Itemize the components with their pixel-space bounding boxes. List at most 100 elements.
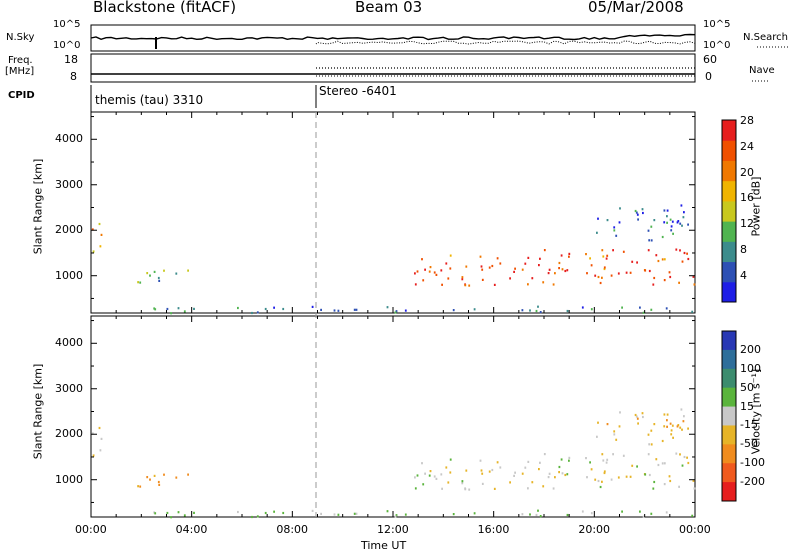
power-color-swatch	[722, 200, 736, 222]
power-pixel	[421, 258, 423, 261]
power-pixel	[564, 269, 567, 273]
velocity-pixel	[543, 453, 546, 456]
velocity-pixel	[465, 469, 468, 472]
power-pixel	[394, 311, 397, 314]
power-scale-tick: 4	[740, 269, 747, 283]
power-pixel	[566, 309, 569, 313]
velocity-pixel	[585, 457, 587, 460]
velocity-color-swatch	[722, 425, 736, 445]
power-pixel	[678, 281, 680, 284]
power-pixel	[644, 269, 647, 272]
velocity-pixel	[491, 468, 494, 472]
power-pixel	[647, 249, 650, 252]
velocity-pixel	[92, 454, 95, 457]
power-color-swatch	[722, 261, 736, 283]
power-pixel	[447, 277, 450, 280]
velocity-panel	[90, 315, 696, 518]
power-pixel	[416, 270, 419, 273]
velocity-scale-tick: 15	[740, 399, 754, 413]
power-scale-tick: 28	[740, 113, 754, 127]
velocity-pixel	[679, 453, 681, 456]
power-color-swatch	[722, 180, 736, 202]
velocity-pixel	[531, 481, 534, 484]
power-pixel	[663, 258, 666, 261]
power-color-swatch	[722, 160, 736, 182]
time-tick-label: 20:00	[578, 523, 611, 536]
power-pixel	[597, 217, 599, 220]
range-tick-label: 1000	[55, 268, 83, 282]
velocity-pixel	[521, 513, 524, 516]
velocity-pixel	[481, 472, 484, 475]
power-pixel	[273, 306, 275, 309]
power-pixel	[613, 226, 616, 229]
velocity-pixel	[675, 452, 678, 455]
power-pixel	[153, 307, 156, 310]
velocity-pixel	[158, 483, 161, 486]
velocity-pixel	[612, 453, 614, 456]
velocity-pixel	[98, 426, 101, 430]
velocity-pixel	[139, 485, 142, 488]
velocity-pixel	[637, 422, 639, 425]
velocity-pixel	[461, 480, 464, 483]
power-pixel	[429, 266, 432, 269]
velocity-pixel	[153, 511, 156, 514]
velocity-pixel	[564, 473, 567, 477]
power-pixel	[670, 229, 673, 232]
power-pixel	[648, 269, 651, 273]
power-pixel	[636, 261, 638, 264]
power-pixel	[568, 252, 571, 255]
velocity-pixel	[618, 425, 621, 428]
velocity-pixel	[355, 512, 358, 515]
power-pixel	[686, 252, 688, 255]
nsearch-label: N.Search	[743, 32, 789, 43]
power-pixel	[513, 270, 515, 273]
velocity-pixel	[650, 443, 653, 446]
power-pixel	[166, 307, 169, 311]
velocity-pixel	[273, 510, 275, 513]
power-pixel	[355, 308, 358, 311]
cpid-segment-2: Stereo -6401	[319, 84, 397, 98]
power-pixel	[542, 281, 545, 284]
power-pixel	[435, 273, 438, 276]
power-pixel	[282, 307, 285, 311]
velocity-pixel	[590, 468, 593, 471]
power-pixel	[473, 308, 476, 311]
velocity-scatter	[91, 408, 696, 519]
power-pixel	[264, 307, 267, 311]
power-pixel	[449, 267, 452, 270]
velocity-pixel	[449, 458, 452, 461]
power-color-swatch	[722, 241, 736, 263]
freq-traces	[91, 67, 695, 77]
velocity-pixel	[539, 515, 542, 518]
velocity-color-swatch	[722, 444, 736, 464]
nsky-label: N.Sky	[6, 32, 35, 43]
velocity-pixel	[680, 408, 683, 411]
velocity-pixel	[613, 430, 616, 433]
power-pixel	[612, 249, 614, 252]
power-pixel	[554, 272, 556, 275]
velocity-pixel	[353, 512, 356, 515]
freq-label: Freq.	[8, 55, 33, 66]
power-pixel	[601, 249, 604, 252]
velocity-pixel	[603, 471, 606, 475]
velocity-pixel	[682, 420, 685, 423]
velocity-pixel	[601, 480, 603, 483]
velocity-pixel	[146, 476, 149, 479]
power-pixel	[91, 228, 94, 231]
power-pixel	[566, 269, 569, 272]
velocity-pixel	[496, 461, 499, 464]
velocity-pixel	[386, 510, 389, 513]
power-pixel	[672, 232, 674, 235]
velocity-pixel	[422, 483, 425, 486]
velocity-pixel	[663, 425, 666, 428]
power-pixel	[603, 267, 606, 271]
power-pixel	[585, 253, 587, 256]
power-pixel	[599, 281, 602, 285]
velocity-pixel	[320, 512, 322, 515]
velocity-pixel	[561, 472, 564, 475]
velocity-pixel	[594, 478, 597, 481]
velocity-pixel	[666, 425, 668, 428]
power-pixel	[666, 209, 669, 212]
velocity-pixel	[601, 453, 604, 456]
velocity-pixel	[671, 424, 674, 427]
